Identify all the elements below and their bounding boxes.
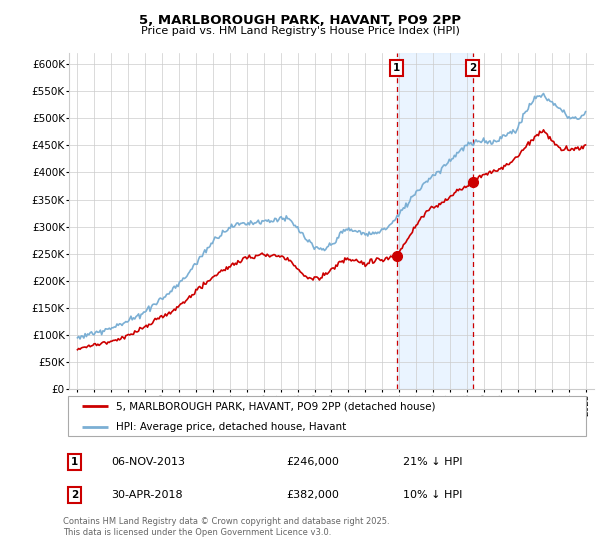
Text: £246,000: £246,000 bbox=[286, 457, 339, 467]
Text: 2: 2 bbox=[71, 490, 78, 500]
Text: HPI: Average price, detached house, Havant: HPI: Average price, detached house, Hava… bbox=[116, 422, 346, 432]
Text: 30-APR-2018: 30-APR-2018 bbox=[111, 490, 182, 500]
Text: 10% ↓ HPI: 10% ↓ HPI bbox=[403, 490, 462, 500]
Bar bbox=[397, 53, 473, 389]
Text: 21% ↓ HPI: 21% ↓ HPI bbox=[403, 457, 463, 467]
Text: 5, MARLBOROUGH PARK, HAVANT, PO9 2PP: 5, MARLBOROUGH PARK, HAVANT, PO9 2PP bbox=[139, 14, 461, 27]
Text: £382,000: £382,000 bbox=[286, 490, 339, 500]
Text: 06-NOV-2013: 06-NOV-2013 bbox=[111, 457, 185, 467]
FancyBboxPatch shape bbox=[68, 396, 586, 436]
Text: 5, MARLBOROUGH PARK, HAVANT, PO9 2PP (detached house): 5, MARLBOROUGH PARK, HAVANT, PO9 2PP (de… bbox=[116, 402, 436, 412]
Text: 1: 1 bbox=[393, 63, 400, 73]
Text: 2: 2 bbox=[469, 63, 476, 73]
Text: Price paid vs. HM Land Registry's House Price Index (HPI): Price paid vs. HM Land Registry's House … bbox=[140, 26, 460, 36]
Text: 1: 1 bbox=[71, 457, 78, 467]
Text: Contains HM Land Registry data © Crown copyright and database right 2025.
This d: Contains HM Land Registry data © Crown c… bbox=[63, 517, 389, 537]
